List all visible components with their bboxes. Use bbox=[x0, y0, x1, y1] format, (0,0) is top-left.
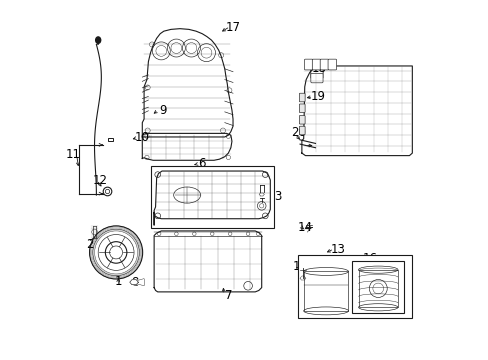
Polygon shape bbox=[129, 280, 138, 285]
Polygon shape bbox=[137, 279, 144, 286]
FancyBboxPatch shape bbox=[310, 65, 323, 74]
Text: 8: 8 bbox=[131, 276, 139, 289]
Text: 10: 10 bbox=[135, 131, 149, 144]
Polygon shape bbox=[301, 66, 411, 156]
Text: 19: 19 bbox=[310, 90, 325, 103]
Ellipse shape bbox=[96, 37, 101, 43]
Bar bbox=[107, 138, 112, 141]
Text: 16: 16 bbox=[362, 252, 377, 265]
Bar bbox=[303, 271, 348, 311]
Text: 7: 7 bbox=[224, 289, 232, 302]
Text: 18: 18 bbox=[311, 62, 326, 75]
Bar bbox=[297, 255, 411, 318]
Bar bbox=[351, 261, 403, 313]
Text: 17: 17 bbox=[225, 21, 240, 34]
Text: 4: 4 bbox=[255, 178, 263, 191]
FancyBboxPatch shape bbox=[312, 59, 320, 70]
FancyBboxPatch shape bbox=[320, 59, 328, 70]
FancyBboxPatch shape bbox=[299, 116, 305, 124]
Text: 5: 5 bbox=[255, 199, 263, 212]
FancyBboxPatch shape bbox=[310, 73, 323, 83]
FancyBboxPatch shape bbox=[327, 59, 336, 70]
Text: 9: 9 bbox=[159, 104, 166, 117]
Text: 20: 20 bbox=[290, 126, 305, 139]
Text: 11: 11 bbox=[65, 148, 81, 161]
FancyBboxPatch shape bbox=[299, 104, 305, 113]
Text: 2: 2 bbox=[86, 238, 93, 251]
Circle shape bbox=[94, 230, 138, 275]
FancyBboxPatch shape bbox=[299, 126, 305, 135]
Polygon shape bbox=[154, 231, 261, 292]
FancyBboxPatch shape bbox=[299, 93, 305, 102]
Text: 15: 15 bbox=[292, 260, 307, 273]
Text: 3: 3 bbox=[273, 190, 281, 203]
FancyBboxPatch shape bbox=[310, 69, 323, 78]
Text: 13: 13 bbox=[330, 243, 345, 256]
Polygon shape bbox=[142, 134, 231, 160]
Polygon shape bbox=[154, 171, 270, 225]
Polygon shape bbox=[142, 29, 233, 137]
FancyBboxPatch shape bbox=[310, 60, 323, 70]
Text: 1: 1 bbox=[114, 275, 122, 288]
Text: 14: 14 bbox=[297, 221, 312, 234]
FancyBboxPatch shape bbox=[304, 59, 312, 70]
Text: 6: 6 bbox=[197, 157, 205, 170]
Text: 12: 12 bbox=[93, 174, 108, 186]
Bar bbox=[150, 166, 274, 228]
Bar bbox=[358, 270, 397, 307]
